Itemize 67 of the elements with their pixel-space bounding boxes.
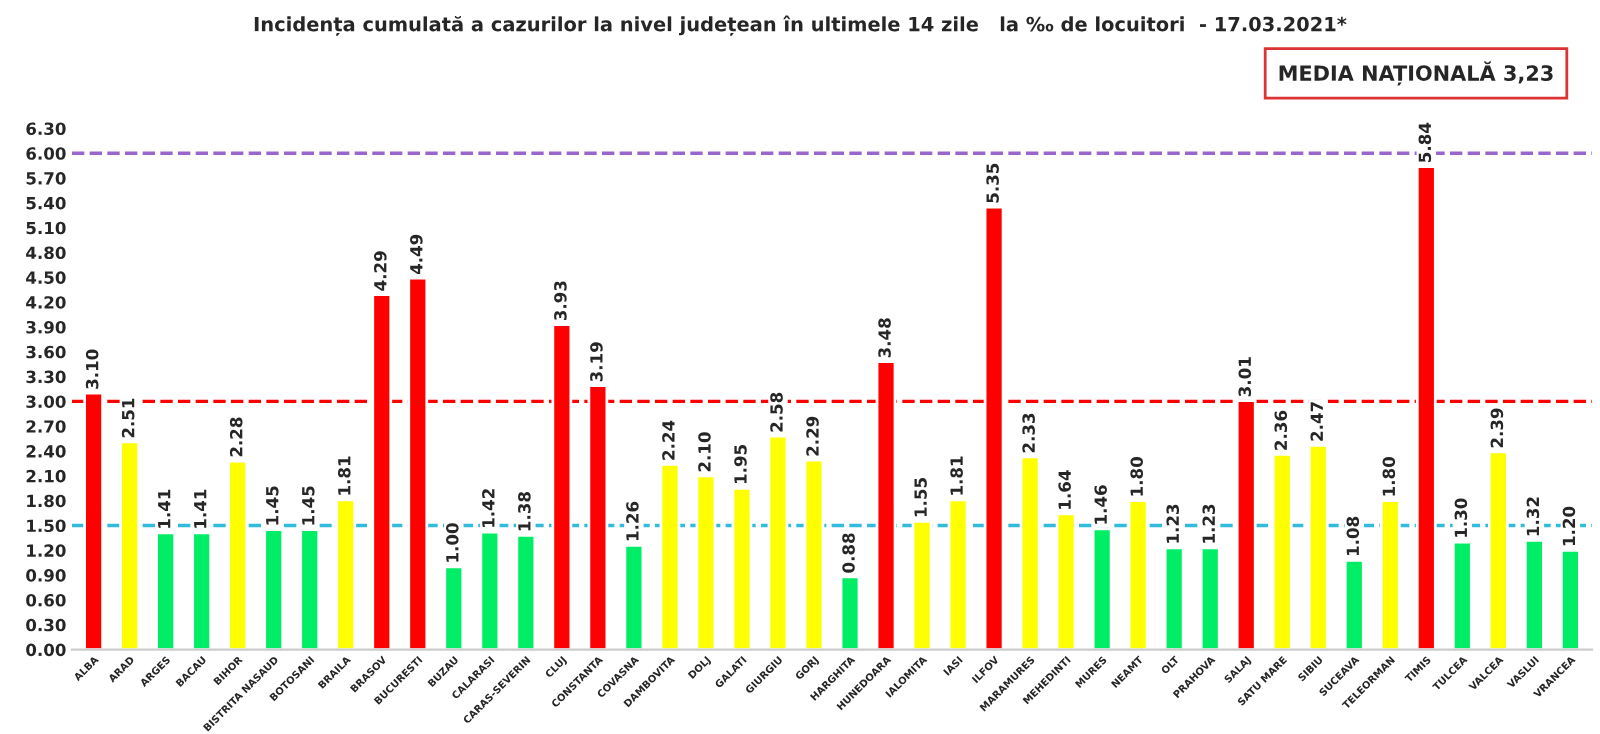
data-label: 2.39 — [1490, 408, 1504, 448]
data-label: 1.23 — [1202, 504, 1216, 543]
data-label: 4.29 — [373, 251, 387, 291]
data-label: 2.10 — [698, 432, 711, 472]
y-tick-label: 1.50 — [27, 519, 66, 533]
data-label: 2.33 — [1022, 413, 1035, 453]
data-label: 1.41 — [158, 489, 171, 528]
data-label: 1.42 — [482, 489, 495, 527]
data-label: 3.01 — [1238, 357, 1252, 397]
data-label: 3.93 — [554, 281, 567, 321]
y-tick-label: 3.90 — [26, 320, 66, 334]
y-tick-label: 3.60 — [26, 345, 66, 359]
data-label: 1.26 — [626, 501, 639, 541]
data-label: 1.23 — [1166, 504, 1180, 543]
data-label: 1.81 — [950, 456, 963, 495]
data-label: 1.80 — [1382, 457, 1396, 496]
data-label: 4.49 — [410, 234, 423, 275]
data-label: 2.24 — [662, 420, 675, 460]
bar — [1271, 452, 1293, 650]
y-tick-label: 5.40 — [26, 196, 66, 210]
data-label: 2.36 — [1274, 410, 1288, 450]
y-tick-label: 6.30 — [26, 122, 66, 136]
data-label: 1.45 — [266, 486, 279, 525]
data-label: 2.47 — [1310, 402, 1323, 441]
chart-title: Incidența cumulată a cazurilor la nivel județean în ultimele 14 zile la ‰ de locuitori - 17.03.2021* — [254, 15, 1347, 36]
y-tick-label: 1.20 — [27, 544, 66, 557]
data-label: 2.29 — [806, 416, 819, 456]
data-label: 2.58 — [770, 392, 783, 432]
data-label: 5.84 — [1418, 122, 1432, 162]
data-label: 3.19 — [590, 342, 603, 382]
data-label: 1.55 — [914, 478, 927, 517]
data-label: 3.10 — [85, 349, 99, 389]
y-tick-label: 0.90 — [26, 569, 66, 582]
y-tick-label: 2.40 — [26, 445, 66, 458]
data-label: 1.32 — [1526, 497, 1540, 536]
data-label: 0.88 — [842, 533, 855, 573]
data-label: 2.51 — [121, 398, 135, 438]
y-tick-label: 2.70 — [26, 420, 66, 433]
y-tick-label: 3.00 — [26, 395, 66, 408]
y-tick-label: 2.10 — [26, 469, 66, 483]
data-label: 1.45 — [302, 486, 315, 525]
y-tick-label: 0.30 — [26, 618, 66, 632]
y-tick-label: 4.50 — [26, 271, 66, 284]
data-label: 1.81 — [337, 456, 351, 495]
y-tick-label: 3.30 — [26, 370, 66, 384]
data-label: 1.38 — [518, 492, 531, 531]
y-tick-label: 5.70 — [26, 172, 66, 185]
data-label: 1.46 — [1094, 485, 1107, 524]
data-label: 1.08 — [1346, 516, 1360, 556]
data-label: 1.80 — [1130, 457, 1143, 496]
data-label: 3.48 — [878, 318, 891, 358]
y-tick-label: 0.00 — [26, 643, 66, 657]
data-label: 5.35 — [986, 163, 999, 203]
y-tick-label: 4.20 — [26, 296, 66, 309]
data-label: 2.28 — [229, 417, 243, 457]
text: MEDIA NAȚIONALĂ 3,23 — [1279, 61, 1553, 86]
y-tick-label: 0.60 — [26, 593, 66, 607]
data-label: 1.41 — [194, 489, 207, 528]
y-tick-label: 5.10 — [26, 221, 66, 235]
data-label: 1.95 — [734, 445, 747, 484]
data-label: 1.20 — [1562, 506, 1576, 546]
data-label: 1.30 — [1454, 498, 1468, 537]
y-tick-label: 1.80 — [27, 494, 66, 508]
data-label: 1.00 — [446, 523, 459, 562]
data-label: 1.64 — [1058, 470, 1071, 509]
y-tick-label: 6.00 — [26, 147, 66, 160]
y-tick-label: 4.80 — [26, 246, 66, 260]
